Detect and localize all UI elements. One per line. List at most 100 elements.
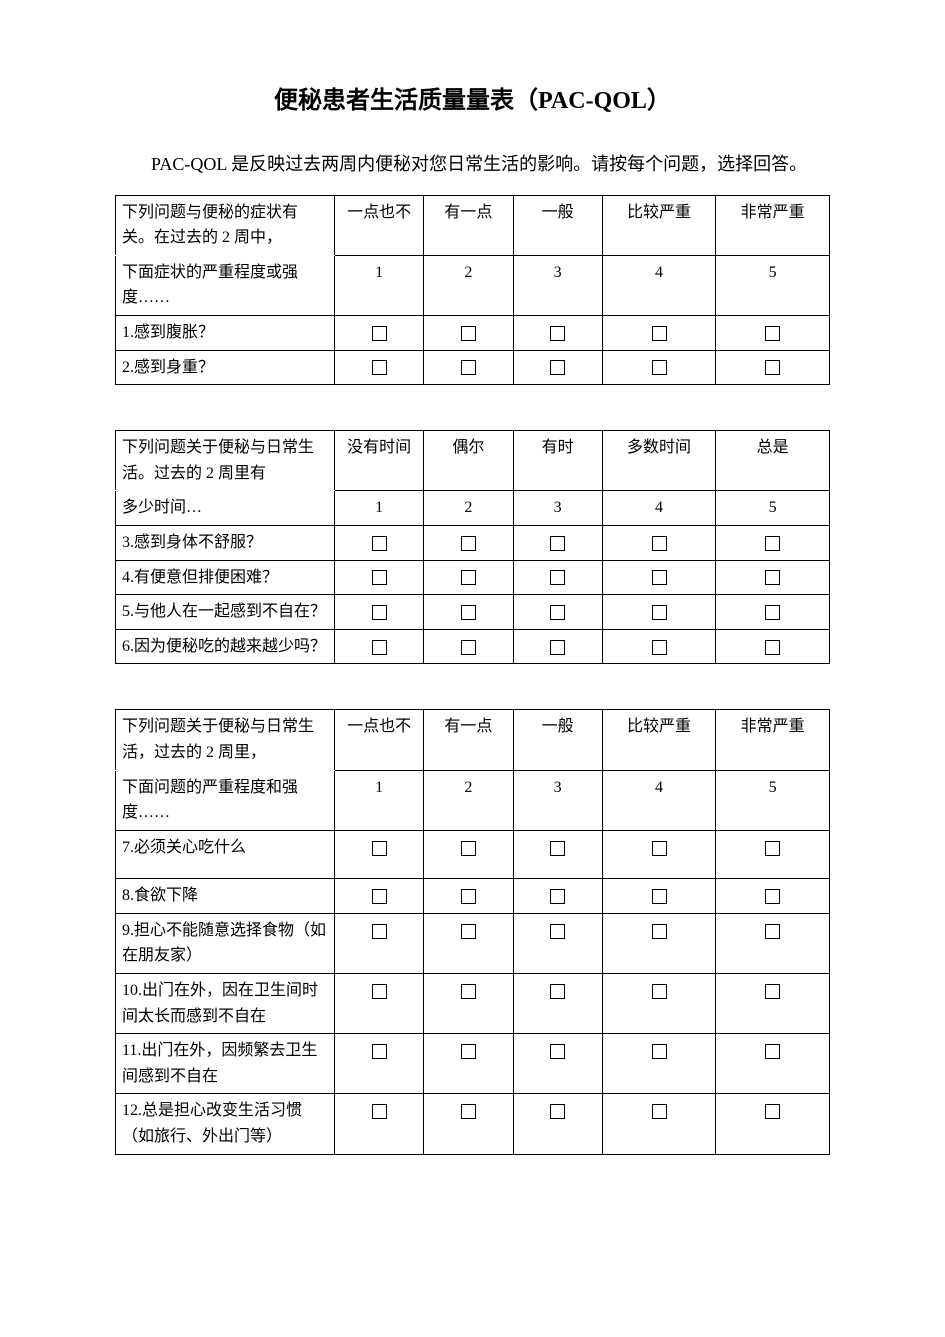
table-number-row: 下面问题的严重程度和强度…… 1 2 3 4 5 [116, 770, 830, 830]
checkbox[interactable] [372, 536, 387, 551]
checkbox[interactable] [652, 889, 667, 904]
checkbox[interactable] [652, 605, 667, 620]
checkbox[interactable] [550, 570, 565, 585]
checkbox[interactable] [652, 924, 667, 939]
option-header: 一般 [513, 195, 602, 255]
checkbox[interactable] [550, 536, 565, 551]
table-header-row: 下列问题关于便秘与日常生活，过去的 2 周里， 一点也不 有一点 一般 比较严重… [116, 710, 830, 770]
checkbox[interactable] [461, 841, 476, 856]
checkbox[interactable] [765, 924, 780, 939]
header-text: 下面症状的严重程度或强度…… [122, 264, 298, 307]
option-header: 一点也不 [335, 195, 424, 255]
table-number-row: 多少时间… 1 2 3 4 5 [116, 491, 830, 526]
checkbox[interactable] [372, 326, 387, 341]
checkbox[interactable] [765, 360, 780, 375]
header-text: 多少时间… [122, 499, 202, 516]
checkbox[interactable] [372, 640, 387, 655]
checkbox[interactable] [372, 1044, 387, 1059]
question-text: 12.总是担心改变生活习惯（如旅行、外出门等） [116, 1094, 335, 1154]
option-header: 有一点 [424, 195, 513, 255]
checkbox[interactable] [765, 605, 780, 620]
checkbox[interactable] [461, 570, 476, 585]
checkbox[interactable] [765, 984, 780, 999]
checkbox[interactable] [652, 640, 667, 655]
checkbox[interactable] [652, 360, 667, 375]
checkbox[interactable] [372, 360, 387, 375]
checkbox[interactable] [461, 1044, 476, 1059]
checkbox[interactable] [372, 605, 387, 620]
option-header: 非常严重 [716, 710, 830, 770]
checkbox[interactable] [372, 841, 387, 856]
checkbox[interactable] [765, 1044, 780, 1059]
question-row: 6.因为便秘吃的越来越少吗？ [116, 629, 830, 664]
checkbox[interactable] [765, 536, 780, 551]
checkbox[interactable] [461, 924, 476, 939]
question-text: 7.必须关心吃什么 [116, 830, 335, 879]
checkbox[interactable] [550, 326, 565, 341]
checkbox[interactable] [461, 1104, 476, 1119]
checkbox[interactable] [550, 841, 565, 856]
checkbox[interactable] [652, 536, 667, 551]
option-header: 有时 [513, 431, 602, 491]
option-number: 2 [424, 770, 513, 830]
checkbox[interactable] [765, 841, 780, 856]
checkbox[interactable] [652, 570, 667, 585]
checkbox[interactable] [652, 326, 667, 341]
question-text: 4.有便意但排便困难？ [116, 560, 335, 595]
option-number: 1 [335, 770, 424, 830]
checkbox[interactable] [461, 889, 476, 904]
question-text: 1.感到腹胀？ [116, 315, 335, 350]
checkbox[interactable] [461, 536, 476, 551]
option-header: 偶尔 [424, 431, 513, 491]
checkbox[interactable] [550, 640, 565, 655]
checkbox[interactable] [550, 360, 565, 375]
checkbox[interactable] [461, 984, 476, 999]
checkbox[interactable] [550, 1044, 565, 1059]
checkbox[interactable] [550, 984, 565, 999]
page-container: 便秘患者生活质量量表（PAC-QOL） PAC-QOL 是反映过去两周内便秘对您… [0, 0, 945, 1260]
checkbox[interactable] [372, 1104, 387, 1119]
checkbox[interactable] [550, 924, 565, 939]
checkbox[interactable] [372, 889, 387, 904]
checkbox[interactable] [652, 841, 667, 856]
option-header: 一般 [513, 710, 602, 770]
checkbox[interactable] [652, 1104, 667, 1119]
checkbox[interactable] [372, 984, 387, 999]
questionnaire-table-3: 下列问题关于便秘与日常生活，过去的 2 周里， 一点也不 有一点 一般 比较严重… [115, 709, 830, 1154]
checkbox[interactable] [765, 326, 780, 341]
table-header-row: 下列问题与便秘的症状有关。在过去的 2 周中， 一点也不 有一点 一般 比较严重… [116, 195, 830, 255]
checkbox[interactable] [550, 605, 565, 620]
option-number: 5 [716, 770, 830, 830]
header-text: 下列问题与便秘的症状有关。在过去的 2 周中， [122, 204, 298, 247]
checkbox[interactable] [461, 326, 476, 341]
option-number: 1 [335, 491, 424, 526]
option-number: 4 [602, 770, 716, 830]
header-text: 下面问题的严重程度和强度…… [122, 779, 298, 822]
question-text: 6.因为便秘吃的越来越少吗？ [116, 629, 335, 664]
checkbox[interactable] [461, 640, 476, 655]
checkbox[interactable] [652, 1044, 667, 1059]
checkbox[interactable] [550, 889, 565, 904]
option-header: 比较严重 [602, 195, 716, 255]
question-row: 12.总是担心改变生活习惯（如旅行、外出门等） [116, 1094, 830, 1154]
checkbox[interactable] [461, 605, 476, 620]
option-number: 5 [716, 491, 830, 526]
checkbox[interactable] [372, 924, 387, 939]
option-number: 3 [513, 255, 602, 315]
checkbox[interactable] [461, 360, 476, 375]
question-text: 9.担心不能随意选择食物（如在朋友家） [116, 913, 335, 973]
checkbox[interactable] [652, 984, 667, 999]
table-number-row: 下面症状的严重程度或强度…… 1 2 3 4 5 [116, 255, 830, 315]
intro-text: PAC-QOL 是反映过去两周内便秘对您日常生活的影响。请按每个问题，选择回答。 [115, 145, 830, 185]
option-header: 有一点 [424, 710, 513, 770]
checkbox[interactable] [765, 1104, 780, 1119]
question-row: 2.感到身重？ [116, 350, 830, 385]
option-number: 4 [602, 491, 716, 526]
question-row: 1.感到腹胀？ [116, 315, 830, 350]
checkbox[interactable] [550, 1104, 565, 1119]
checkbox[interactable] [372, 570, 387, 585]
checkbox[interactable] [765, 889, 780, 904]
checkbox[interactable] [765, 640, 780, 655]
question-row: 8.食欲下降 [116, 879, 830, 914]
checkbox[interactable] [765, 570, 780, 585]
